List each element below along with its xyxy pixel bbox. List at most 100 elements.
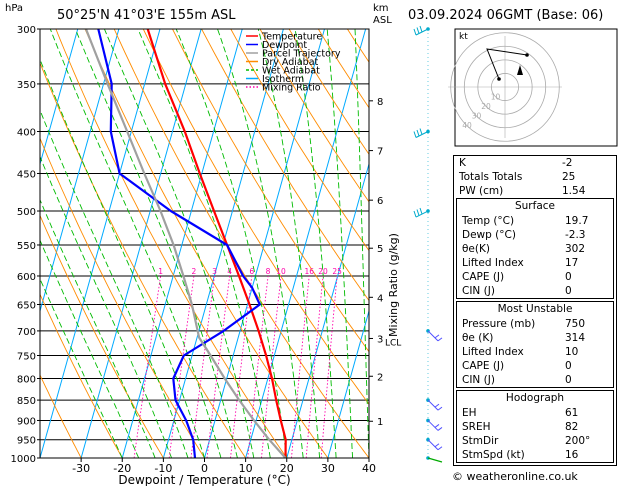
wet-adiabat-line <box>354 29 369 458</box>
mixing-ratio-line <box>133 275 162 458</box>
surface-value: 0 <box>565 285 572 297</box>
mixing-ratio-label: 6 <box>249 267 254 276</box>
most-unstable-row: Lifted Index 10 <box>457 345 613 359</box>
mixing-ratio-line <box>305 275 324 458</box>
pressure-tick-label: 300 <box>17 25 36 36</box>
hodograph-title: Hodograph <box>505 392 565 404</box>
mixing-ratio-label: 10 <box>276 267 286 276</box>
wet-adiabat-line <box>40 277 123 458</box>
temp-tick-label: 40 <box>362 462 376 475</box>
wind-barb <box>427 439 443 451</box>
mixing-ratio-label: 8 <box>266 267 271 276</box>
wet-adiabat-line <box>326 29 354 458</box>
km-tick-label: 7 <box>377 147 383 158</box>
storm-motion-arrow <box>517 65 523 75</box>
legend-label: Wet Adiabat <box>262 66 320 77</box>
asl-label: ASL <box>373 15 392 26</box>
most-unstable-value: 10 <box>565 346 579 358</box>
temp-tick-label: 20 <box>280 462 294 475</box>
most-unstable-label: Lifted Index <box>462 346 524 358</box>
hodograph-label: SREH <box>462 421 491 433</box>
most-unstable-label: Pressure (mb) <box>462 318 536 330</box>
km-tick-label: 8 <box>377 97 383 108</box>
footer-credit: © weatheronline.co.uk <box>452 470 578 483</box>
dry-adiabat-line <box>113 29 369 458</box>
hodograph-ring-label: 40 <box>462 121 472 130</box>
mixing-ratio-label: 16 <box>304 267 314 276</box>
pressure-tick-label: 600 <box>17 272 36 283</box>
pressure-tick-label: 500 <box>17 207 36 218</box>
km-tick-label: 6 <box>377 196 383 207</box>
surface-label: Temp (°C) <box>462 215 515 227</box>
mixing-ratio-label: 2 <box>192 267 197 276</box>
dry-adiabat-line <box>40 137 205 458</box>
temp-tick-label: -30 <box>72 462 90 475</box>
pressure-tick-label: 450 <box>17 169 36 180</box>
index-row: PW (cm) 1.54 <box>454 184 616 198</box>
pressure-tick-label: 650 <box>17 301 36 312</box>
wind-barb <box>413 25 429 36</box>
mixing-ratio-label: 20 <box>318 267 328 276</box>
dry-adiabat-line <box>142 29 369 405</box>
surface-label: Dewp (°C) <box>462 229 516 241</box>
surface-value: 17 <box>565 257 579 269</box>
dry-adiabat-line <box>40 293 123 458</box>
most-unstable-row: θe (K) 314 <box>457 331 613 345</box>
hodograph-value: 200° <box>565 435 591 447</box>
surface-label: Lifted Index <box>462 257 524 269</box>
pressure-tick-label: 800 <box>17 374 36 385</box>
hodograph-box: Hodograph EH 61 SREH 82 StmDir 200° StmSpd (kt… <box>456 390 614 463</box>
legend-label: Parcel Trajectory <box>262 49 341 60</box>
lcl-label: LCL <box>385 338 401 348</box>
index-row: K -2 <box>454 156 616 170</box>
dry-adiabat-line <box>201 29 369 302</box>
hodograph-row: StmSpd (kt) 16 <box>457 448 613 462</box>
mixing-ratio-label: 4 <box>227 267 232 276</box>
pressure-tick-label: 950 <box>17 436 36 447</box>
index-value: -2 <box>562 157 573 169</box>
temp-tick-label: -10 <box>154 462 172 475</box>
pressure-tick-label: 700 <box>17 327 36 338</box>
hodograph-row: StmDir 200° <box>457 434 613 448</box>
most-unstable-label: θe (K) <box>462 332 494 344</box>
hodograph-point <box>525 53 529 57</box>
hodograph-frame <box>454 28 618 147</box>
height-unit-label: km ASL <box>373 3 392 27</box>
most-unstable-label: CIN (J) <box>462 374 495 386</box>
surface-label: CAPE (J) <box>462 271 505 283</box>
isotherm-line <box>327 309 369 458</box>
pressure-unit-label: hPa <box>5 3 24 14</box>
surface-value: 302 <box>565 243 586 255</box>
location-title: 50°25'N 41°03'E 155m ASL <box>57 8 236 23</box>
mixing-ratio-line <box>230 275 253 458</box>
surface-row: CAPE (J) 0 <box>457 270 613 284</box>
hodograph-label: StmSpd (kt) <box>462 449 525 461</box>
wind-barb <box>413 128 429 138</box>
pressure-tick-label: 400 <box>17 128 36 139</box>
mixing-ratio-label: 25 <box>332 267 342 276</box>
mixing-ratio-label: 3 <box>212 267 217 276</box>
surface-box: Surface Temp (°C) 19.7 Dewp (°C) -2.3 θe(K) 3… <box>456 198 614 299</box>
legend-label: Isotherm <box>262 74 304 85</box>
most-unstable-box: Most Unstable Pressure (mb) 750 θe (K) 314 L… <box>456 301 614 388</box>
hodograph-value: 82 <box>565 421 579 433</box>
wind-barb <box>427 330 443 342</box>
wet-adiabat-line <box>294 29 337 458</box>
pressure-tick-label: 1000 <box>11 454 36 465</box>
hodograph-row: EH 61 <box>457 406 613 420</box>
km-tick-label: 2 <box>377 372 383 383</box>
most-unstable-row: CIN (J) 0 <box>457 373 613 387</box>
parcel-trajectory-profile <box>84 29 287 458</box>
most-unstable-value: 314 <box>565 332 586 344</box>
wet-adiabat-line <box>40 155 173 458</box>
legend-label: Dewpoint <box>262 40 307 51</box>
wind-barb <box>427 399 443 411</box>
pressure-tick-label: 900 <box>17 416 36 427</box>
hodograph-trace <box>486 48 528 80</box>
most-unstable-row: CAPE (J) 0 <box>457 359 613 373</box>
dry-adiabat-line <box>259 29 369 203</box>
surface-title: Surface <box>514 200 555 212</box>
wet-adiabat-line <box>257 29 321 458</box>
